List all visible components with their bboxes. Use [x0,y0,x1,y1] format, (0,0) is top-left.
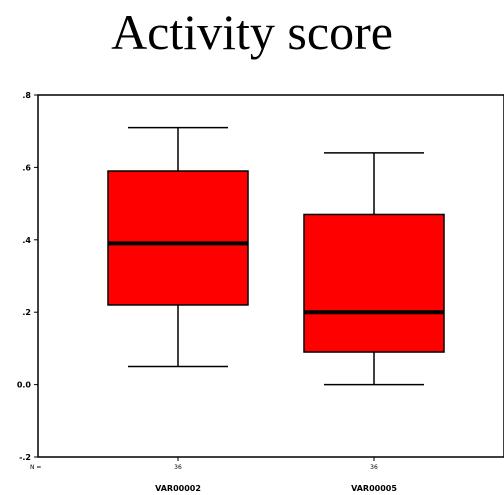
box-series-var00002 [107,126,249,368]
chart-title: Activity score [111,4,393,60]
n-value: 36 [174,464,182,471]
y-tick-label: .6 [22,163,31,172]
iqr-box [303,213,445,353]
n-value: 36 [370,464,378,471]
y-tick-label: .2 [22,308,31,317]
y-tick-label: 0.0 [17,381,32,390]
iqr-box [107,170,249,306]
boxes [107,126,445,386]
n-label: N = [30,464,41,471]
y-tick-label: .4 [22,236,31,245]
box-series-var00005 [303,152,445,386]
y-tick-label: .8 [22,91,31,100]
x-axis: N = 36 VAR00002 36 VAR00005 [30,457,397,493]
y-tick-label: -.2 [19,453,31,462]
category-label: VAR00002 [155,484,201,493]
category-label: VAR00005 [351,484,397,493]
y-axis: .8 .6 .4 .2 0.0 -.2 [17,91,38,462]
plot-frame [37,94,504,458]
